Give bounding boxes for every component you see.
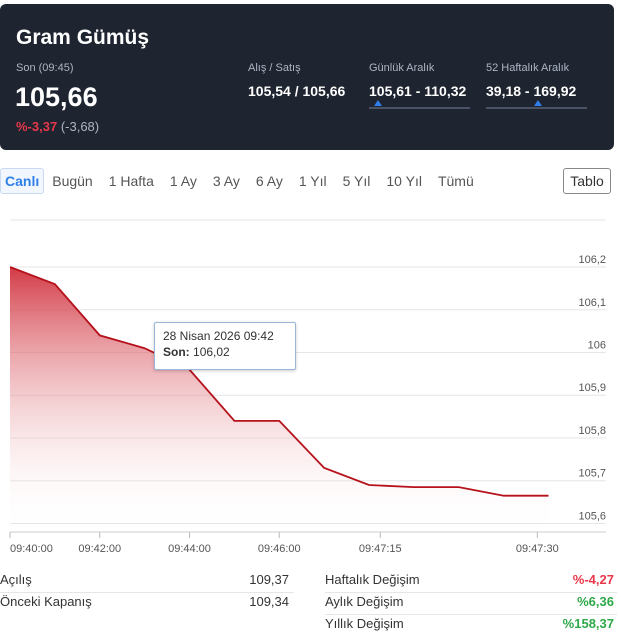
yearly-change-label: Yıllık Değişim (325, 616, 404, 631)
tab-3-ay[interactable]: 3 Ay (212, 173, 240, 189)
x-tick-label: 09:40:00 (10, 543, 53, 555)
week52-range-label: 52 Haftalık Aralık (486, 62, 570, 74)
tab-5-yil[interactable]: 5 Yıl (342, 173, 371, 189)
x-tick-label: 09:47:15 (359, 543, 402, 555)
stat-divider (325, 614, 617, 615)
daily-range-bar (369, 100, 470, 109)
stat-divider (325, 592, 617, 593)
yearly-change-value: %158,37 (562, 616, 614, 631)
tab-1-ay[interactable]: 1 Ay (169, 173, 197, 189)
daily-range-marker (374, 100, 382, 106)
y-tick-label: 105,9 (578, 382, 606, 394)
monthly-change-label: Aylık Değişim (325, 594, 404, 609)
prev-close-label: Önceki Kapanış (0, 594, 92, 609)
x-axis-labels: 09:40:00 09:42:00 09:44:00 09:46:00 09:47:15… (9, 532, 559, 555)
daily-range-value: 105,61 - 110,32 (369, 83, 467, 99)
bid-ask-value: 105,54 / 105,66 (248, 83, 346, 99)
tooltip-son-value: 106,02 (193, 345, 230, 359)
change-percent: %-3,37 (16, 119, 58, 134)
y-tick-label: 106,2 (578, 254, 606, 266)
price-line (9, 266, 549, 497)
prev-close-value: 109,34 (249, 594, 289, 609)
change-absolute: (-3,68) (60, 119, 100, 134)
tab-bugun[interactable]: Bugün (52, 173, 93, 189)
x-tick-label: 09:42:00 (78, 543, 121, 555)
y-tick-label: 106 (588, 339, 606, 351)
y-tick-label: 105,7 (578, 468, 606, 480)
tooltip-son-label: Son: (163, 345, 190, 359)
period-tabs: Canlı Bugün 1 Hafta 1 Ay 3 Ay 6 Ay 1 Yıl… (0, 168, 482, 194)
daily-range-stat: Günlük Aralık 105,61 - 110,32 (369, 62, 470, 109)
x-tick-label: 09:47:30 (516, 543, 559, 555)
week52-range-stat: 52 Haftalık Aralık 39,18 - 169,92 (486, 62, 587, 109)
table-view-button[interactable]: Tablo (563, 168, 611, 194)
tab-10-yil[interactable]: 10 Yıl (386, 173, 422, 189)
y-tick-label: 106,1 (578, 297, 606, 309)
price-chart[interactable]: 106,2 106,1 106 105,9 105,8 105,7 105,6 09:40:… (0, 200, 621, 565)
x-tick-label: 09:46:00 (258, 543, 301, 555)
bid-ask-stat: Alış / Satış 105,54 / 105,66 (248, 62, 345, 99)
y-axis-labels: 106,2 106,1 106 105,9 105,8 105,7 105,6 (578, 254, 606, 522)
tab-canli[interactable]: Canlı (0, 168, 45, 194)
week52-range-bar (486, 100, 587, 109)
y-tick-label: 105,6 (578, 510, 606, 522)
instrument-title: Gram Gümüş (16, 26, 150, 49)
x-tick-label: 09:44:00 (168, 543, 211, 555)
tab-tumu[interactable]: Tümü (437, 173, 474, 189)
y-tick-label: 105,8 (578, 425, 606, 437)
week52-range-value: 39,18 - 169,92 (486, 83, 577, 99)
open-value: 109,37 (249, 572, 289, 587)
price-change: %-3,37 (-3,68) (16, 119, 99, 134)
daily-range-label: Günlük Aralık (369, 62, 435, 74)
last-price: 105,66 (15, 82, 98, 112)
chart-tooltip: 28 Nisan 2026 09:42 Son: 106,02 (154, 322, 296, 370)
tab-1-hafta[interactable]: 1 Hafta (108, 173, 154, 189)
tooltip-value-row: Son: 106,02 (163, 344, 287, 360)
open-label: Açılış (0, 572, 32, 587)
last-price-label: Son (09:45) (16, 62, 74, 74)
summary-panel: Gram Gümüş Son (09:45) 105,66 %-3,37 (-3… (0, 4, 614, 150)
stat-divider (0, 592, 294, 593)
tooltip-date: 28 Nisan 2026 09:42 (163, 329, 274, 343)
price-area (10, 267, 549, 532)
tab-1-yil[interactable]: 1 Yıl (298, 173, 327, 189)
weekly-change-label: Haftalık Değişim (325, 572, 420, 587)
tab-6-ay[interactable]: 6 Ay (255, 173, 283, 189)
monthly-change-value: %6,36 (577, 594, 614, 609)
week52-range-marker (533, 100, 542, 106)
weekly-change-value: %-4,27 (572, 572, 614, 587)
bid-ask-label: Alış / Satış (248, 62, 301, 74)
